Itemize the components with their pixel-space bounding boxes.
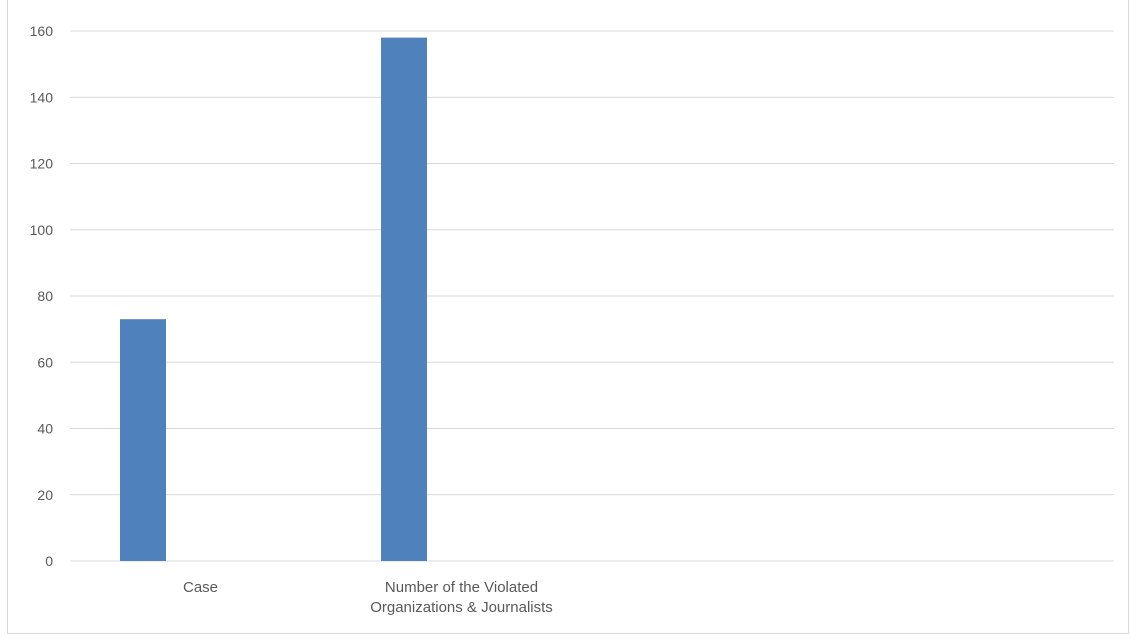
y-tick-label: 0 <box>45 553 53 569</box>
chart-frame <box>7 0 1129 634</box>
y-tick-label: 40 <box>37 421 53 437</box>
y-tick-label: 20 <box>37 487 53 503</box>
y-tick-label: 100 <box>30 222 54 238</box>
x-tick-label: Number of the Violated Organizations & Jo… <box>370 579 553 616</box>
x-tick-label: Case <box>183 579 218 596</box>
bar-0 <box>120 319 166 561</box>
y-tick-label: 140 <box>30 89 54 105</box>
y-tick-label: 160 <box>30 23 54 39</box>
bar-1 <box>381 37 427 561</box>
x-tick-label-line: Case <box>183 579 218 596</box>
y-tick-label: 60 <box>37 354 53 370</box>
x-tick-label-line: Number of the Violated <box>385 579 538 596</box>
x-tick-label-line: Organizations & Journalists <box>370 599 553 616</box>
y-tick-label: 120 <box>30 156 54 172</box>
y-tick-label: 80 <box>37 288 53 304</box>
